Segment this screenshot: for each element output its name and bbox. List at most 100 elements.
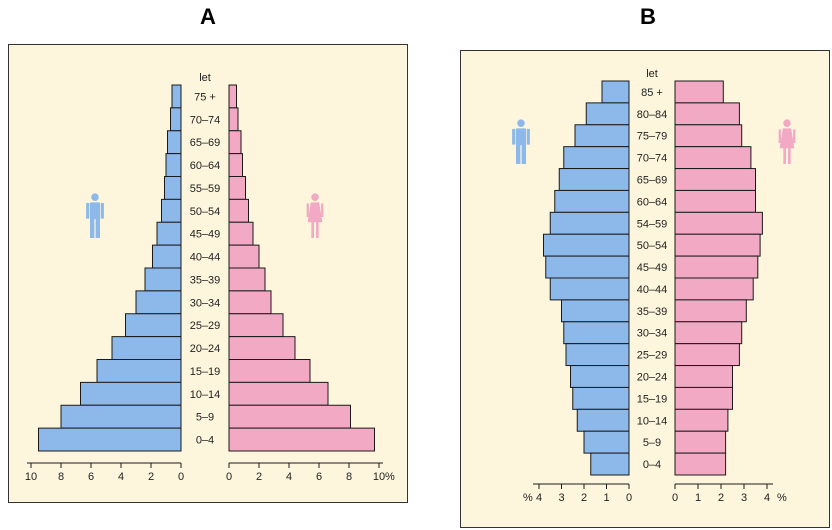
pyramid-b-male-bar	[543, 233, 630, 257]
male-figure-icon	[512, 119, 530, 164]
pyramid-b-male-bar	[554, 189, 630, 213]
male-figure-icon	[86, 193, 104, 238]
pyramid-b-male-bar	[601, 80, 630, 104]
pyramid-a-female-bar	[228, 221, 254, 246]
pyramid-a-age-label: 20–24	[190, 343, 221, 355]
pyramid-a-female-bar	[228, 359, 311, 383]
pyramid-b-female-bar	[674, 255, 759, 279]
pyramid-a-age-label: 15–19	[190, 366, 221, 378]
pyramid-b-age-label: 65–69	[637, 175, 668, 187]
pyramid-a-female-bar	[228, 84, 237, 109]
pyramid-a-male-bar	[125, 313, 182, 338]
pyramid-a-male-bar	[171, 84, 182, 109]
pyramid-a-male-tick-label: 2	[148, 471, 154, 483]
pyramid-a-male-tick-label: 0	[178, 471, 184, 483]
pyramid-b-female-bar	[674, 80, 724, 104]
pyramid-a-female-bar	[228, 244, 260, 269]
pyramid-b-age-label: 60–64	[637, 196, 668, 208]
pyramid-a-female-tick-label: 10	[373, 471, 385, 483]
pyramid-b-age-label: 50–54	[637, 240, 668, 252]
pyramid-a-male-bar	[161, 198, 182, 223]
pyramid-b-male-tick-label: 3	[558, 492, 564, 504]
pyramid-b-male-tick-label: 0	[626, 492, 632, 504]
female-figure-icon	[778, 119, 796, 164]
pyramid-a-age-label: 30–34	[190, 297, 221, 309]
pyramid-b-age-label: 45–49	[637, 262, 668, 274]
pyramid-b-female-bar	[674, 233, 761, 257]
pyramid-a-male-bar	[38, 427, 182, 452]
pyramid-a-female-bar	[228, 267, 266, 292]
pyramid-b-age-label: 40–44	[637, 284, 668, 296]
pyramid-b-female-bar	[674, 124, 743, 148]
pyramid-a-male-bar	[60, 404, 182, 429]
pyramid-b-male-bar	[576, 408, 630, 432]
pyramid-b-male-bar	[549, 211, 630, 235]
pyramid-a-age-label: 45–49	[190, 229, 221, 241]
pyramid-b-age-label: 30–34	[637, 328, 668, 340]
pyramid-b-unit-label-left: %	[523, 492, 533, 504]
pyramid-b-female-bar	[674, 386, 733, 410]
panel-a-label: A	[200, 4, 216, 29]
pyramid-a-male-bar	[165, 153, 182, 177]
female-figure-icon	[306, 193, 324, 238]
pyramid-a-female-bar	[228, 198, 249, 223]
pyramid-b-male-bar	[590, 452, 630, 476]
population-pyramid-b: let 85 + 80–84 75–79 70–74 65–69 60–64 54–59 50–…	[460, 50, 830, 528]
pyramid-b-age-label: 70–74	[637, 153, 668, 165]
pyramid-b-male-tick-label: 4	[536, 492, 542, 504]
pyramid-a-male-bar	[164, 176, 182, 200]
pyramid-b-chart: let 85 + 80–84 75–79 70–74 65–69 60–64 54–59 50–…	[512, 68, 796, 504]
pyramid-b-female-tick-label: 1	[695, 492, 701, 504]
pyramid-a-age-label: 0–4	[196, 435, 214, 447]
pyramid-a-age-label: 65–69	[190, 137, 221, 149]
pyramid-a-female-bar	[228, 427, 375, 452]
pyramid-b-female-tick-label: 2	[718, 492, 724, 504]
pyramid-a-male-tick-label: 4	[118, 471, 124, 483]
pyramid-b-male-bar	[563, 146, 630, 170]
pyramid-b-female-tick-label: 4	[764, 492, 770, 504]
pyramid-b-male-bar	[585, 102, 630, 126]
pyramid-a-female-bar	[228, 130, 242, 155]
pyramid-b-male-bar	[565, 343, 630, 367]
pyramid-b-age-label: 35–39	[637, 306, 668, 318]
pyramid-b-female-bar	[674, 299, 747, 323]
pyramid-a-male-bar	[96, 359, 182, 383]
pyramid-b-age-label: 85 +	[641, 87, 663, 99]
pyramid-b-female-bar	[674, 146, 752, 170]
pyramid-a-female-bar	[228, 336, 296, 360]
pyramid-a-age-label: 70–74	[190, 114, 221, 126]
pyramid-a-age-label: 60–64	[190, 160, 221, 172]
pyramid-a-female-bar	[228, 176, 246, 200]
pyramid-b-male-tick-label: 2	[581, 492, 587, 504]
pyramid-b-male-bar	[572, 386, 630, 410]
pyramid-a-male-bar	[167, 130, 182, 155]
pyramid-b-age-label: 80–84	[637, 109, 668, 121]
pyramid-b-age-label: 0–4	[643, 459, 661, 471]
pyramid-b-female-bar	[674, 365, 733, 388]
pyramid-b-female-bar	[674, 408, 729, 432]
pyramid-a-age-label: 35–39	[190, 274, 221, 286]
pyramid-a-age-label: 50–54	[190, 206, 221, 218]
pyramid-a-male-bar	[156, 221, 182, 246]
pyramid-b-female-bar	[674, 168, 756, 191]
pyramid-b-male-bar	[574, 124, 630, 148]
pyramid-a-female-bar	[228, 107, 239, 132]
pyramid-b-male-bar	[558, 168, 630, 191]
pyramid-b-age-label: 54–59	[637, 218, 668, 230]
pyramid-a-age-label: 5–9	[196, 412, 214, 424]
pyramid-b-age-label: 25–29	[637, 350, 668, 362]
pyramid-a-female-tick-label: 4	[286, 471, 292, 483]
pyramid-b-unit-label: %	[777, 492, 787, 504]
pyramid-b-female-bar	[674, 343, 740, 367]
pyramid-a-age-label: 75 +	[194, 91, 216, 103]
pyramid-b-female-bar	[674, 189, 756, 213]
pyramid-a-male-bar	[170, 107, 182, 132]
pyramid-b-female-bar	[674, 430, 727, 454]
pyramid-b-age-header: let	[646, 68, 658, 80]
panel-b-label: B	[640, 4, 656, 29]
pyramid-b-female-bar	[674, 211, 763, 235]
pyramid-b-female-bar	[674, 321, 743, 345]
pyramid-a-male-tick-label: 8	[58, 471, 64, 483]
pyramid-a-age-header: let	[199, 72, 211, 84]
